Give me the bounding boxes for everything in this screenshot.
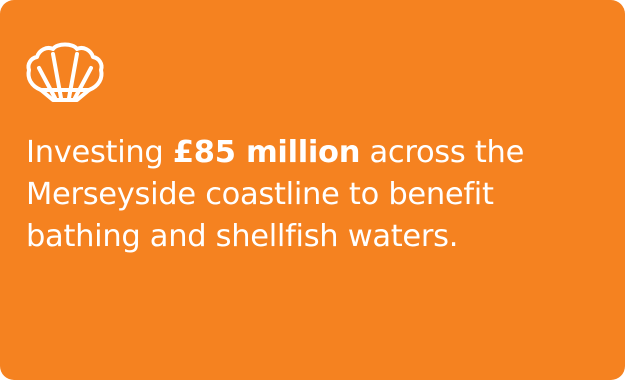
highlight-amount: £85 million — [172, 135, 361, 170]
headline-text-end: across the Merseyside coastline to benef… — [26, 135, 525, 254]
headline-text-start: Investing — [26, 135, 173, 170]
headline-text: Investing £85 million across the Merseys… — [26, 132, 586, 258]
shell-icon — [25, 40, 105, 104]
